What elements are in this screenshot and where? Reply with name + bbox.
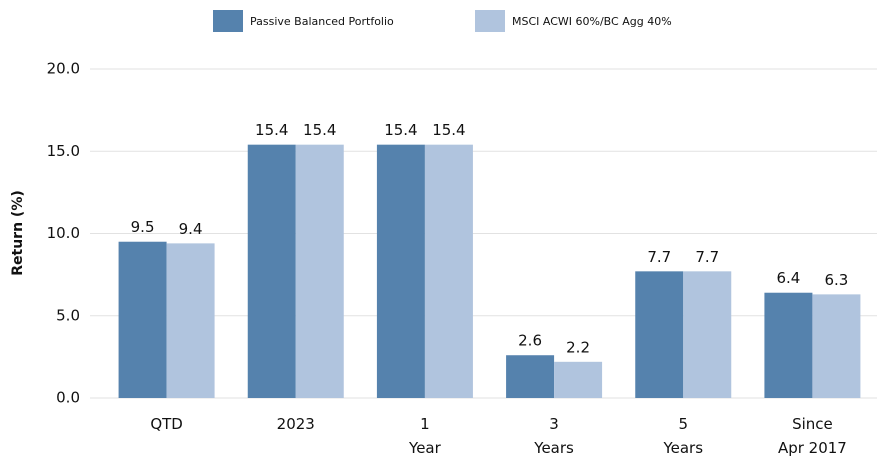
data-label: 2.6 [518, 332, 542, 350]
bar [376, 144, 425, 398]
data-label: 15.4 [255, 121, 288, 139]
data-label: 6.4 [776, 269, 800, 287]
x-tick-label-line: QTD [150, 415, 183, 433]
bar [166, 243, 215, 398]
bar [554, 361, 603, 398]
data-label: 9.4 [179, 220, 203, 238]
data-label: 7.7 [647, 248, 671, 266]
bar [812, 294, 861, 398]
y-tick-label: 20.0 [47, 60, 80, 78]
y-tick-label: 5.0 [56, 306, 80, 324]
bar [764, 292, 813, 398]
x-tick-label: 2023 [277, 415, 315, 433]
data-label: 2.2 [566, 338, 590, 356]
bar [295, 144, 344, 398]
legend-label: Passive Balanced Portfolio [250, 15, 394, 28]
x-tick-label-line: Year [408, 439, 442, 457]
x-tick-label-line: Years [533, 439, 574, 457]
x-tick-label-line: 1 [420, 415, 430, 433]
x-tick-label-line: Apr 2017 [778, 439, 847, 457]
y-axis-label: Return (%) [10, 190, 26, 276]
y-tick-label: 15.0 [47, 142, 80, 160]
bar [506, 355, 555, 398]
x-tick-label: Since Apr 2017 [778, 415, 847, 457]
y-tick-label: 0.0 [56, 389, 80, 407]
bar [247, 144, 296, 398]
x-tick-label-line: 5 [678, 415, 688, 433]
x-tick-label-line: Since [792, 415, 833, 433]
data-label: 6.3 [824, 271, 848, 289]
x-tick-label-line: 2023 [277, 415, 315, 433]
bar [635, 271, 684, 398]
bar [118, 241, 167, 398]
x-tick-label-line: 3 [549, 415, 559, 433]
data-label: 7.7 [695, 248, 719, 266]
data-label: 15.4 [432, 121, 465, 139]
x-tick-label: 3 Years [533, 415, 574, 457]
legend-swatch [213, 10, 243, 32]
legend-label: MSCI ACWI 60%/BC Agg 40% [512, 15, 672, 28]
legend-swatch [475, 10, 505, 32]
x-tick-label: QTD [150, 415, 183, 433]
data-label: 15.4 [303, 121, 336, 139]
x-tick-label-line: Years [662, 439, 703, 457]
data-label: 15.4 [384, 121, 417, 139]
bar [683, 271, 732, 398]
data-label: 9.5 [131, 218, 155, 236]
bar [424, 144, 473, 398]
y-tick-label: 10.0 [47, 224, 80, 242]
x-tick-label: 1 Year [408, 415, 442, 457]
x-tick-label: 5 Years [662, 415, 703, 457]
